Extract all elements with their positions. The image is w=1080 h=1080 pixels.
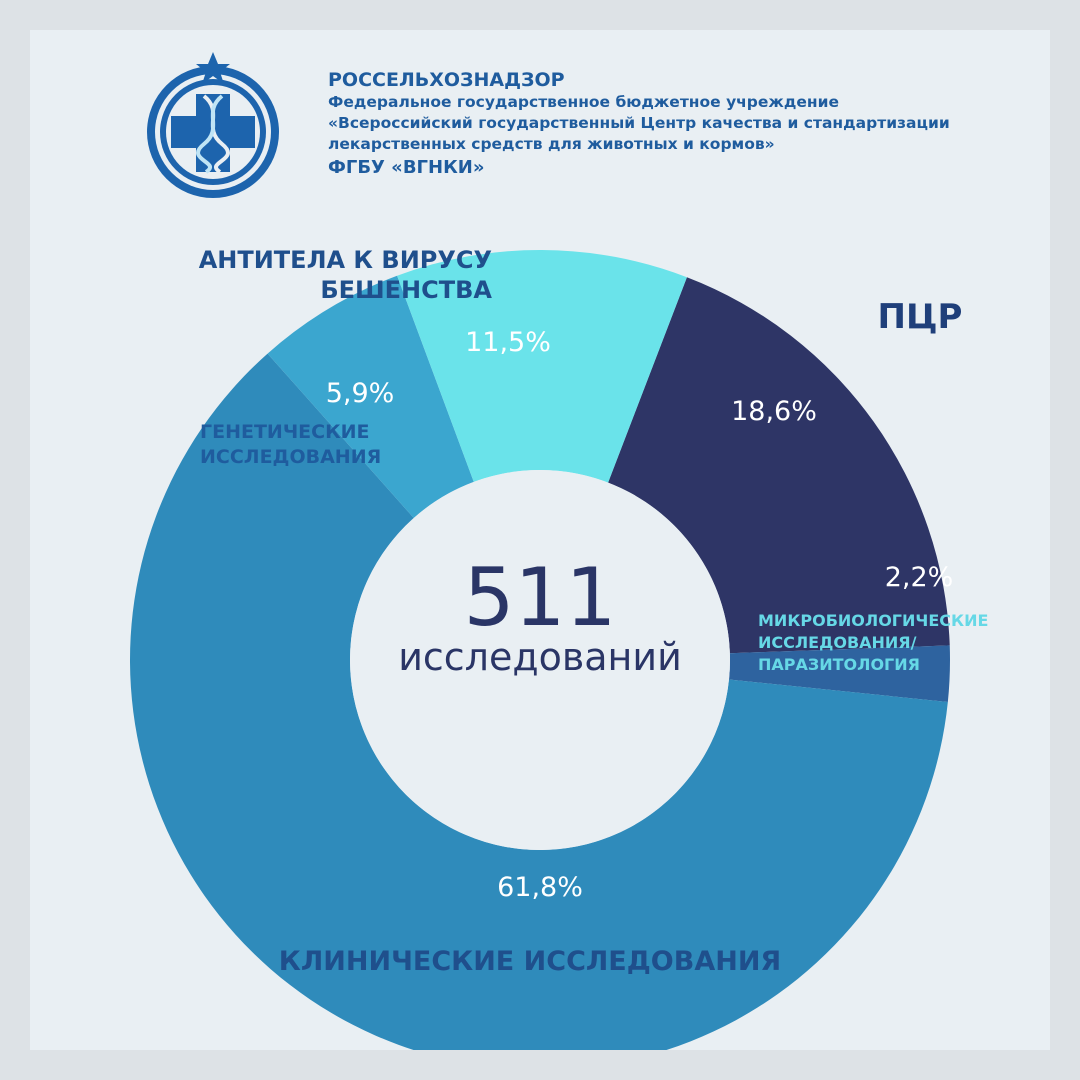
slice-value-label: 2,2% <box>885 562 954 593</box>
slice-value-label: 5,9% <box>326 378 395 409</box>
slice-category-label: АНТИТЕЛА К ВИРУСУ БЕШЕНСТВА <box>199 246 493 304</box>
org-line-2: «Всероссийский государственный Центр кач… <box>328 114 950 132</box>
slice-category-label: ПЦР <box>878 297 963 337</box>
donut-slice <box>608 277 950 654</box>
slice-value-label: 61,8% <box>497 872 583 903</box>
dna-cross-emblem-icon <box>147 52 279 198</box>
donut-hole <box>350 470 730 850</box>
org-name: РОССЕЛЬХОЗНАДЗОР <box>328 69 565 91</box>
donut-slice <box>729 645 950 703</box>
org-short-name: ФГБУ «ВГНКИ» <box>328 157 485 178</box>
donut-labels: 18,6% ПЦР 2,2% МИКРОБИОЛОГИЧЕСКИЕ ИССЛЕДОВАН… <box>199 246 989 977</box>
center-value: 511 <box>464 551 617 644</box>
slice-value-label: 11,5% <box>465 327 551 358</box>
donut-slice <box>130 353 948 1050</box>
slice-category-label: МИКРОБИОЛОГИЧЕСКИЕ ИССЛЕДОВАНИЯ/ПАРАЗИТОЛ… <box>758 611 988 674</box>
infographic-card: РОССЕЛЬХОЗНАДЗОР Федеральное государстве… <box>30 30 1050 1050</box>
donut-slices <box>130 249 950 1050</box>
donut-chart: 18,6% ПЦР 2,2% МИКРОБИОЛОГИЧЕСКИЕ ИССЛЕДОВАН… <box>130 246 989 1050</box>
org-line-1: Федеральное государственное бюджетное уч… <box>328 93 839 111</box>
donut-slice <box>267 275 474 519</box>
donut-slice <box>397 249 687 483</box>
center-caption: исследований <box>398 635 682 679</box>
org-line-3: лекарственных средств для животных и кор… <box>328 135 775 153</box>
slice-value-label: 18,6% <box>731 396 817 427</box>
slice-category-label: ГЕНЕТИЧЕСКИЕ ИССЛЕДОВАНИЯ <box>200 421 381 468</box>
slice-category-label: КЛИНИЧЕСКИЕ ИССЛЕДОВАНИЯ <box>279 946 781 977</box>
organization-header: РОССЕЛЬХОЗНАДЗОР Федеральное государстве… <box>328 68 1028 180</box>
